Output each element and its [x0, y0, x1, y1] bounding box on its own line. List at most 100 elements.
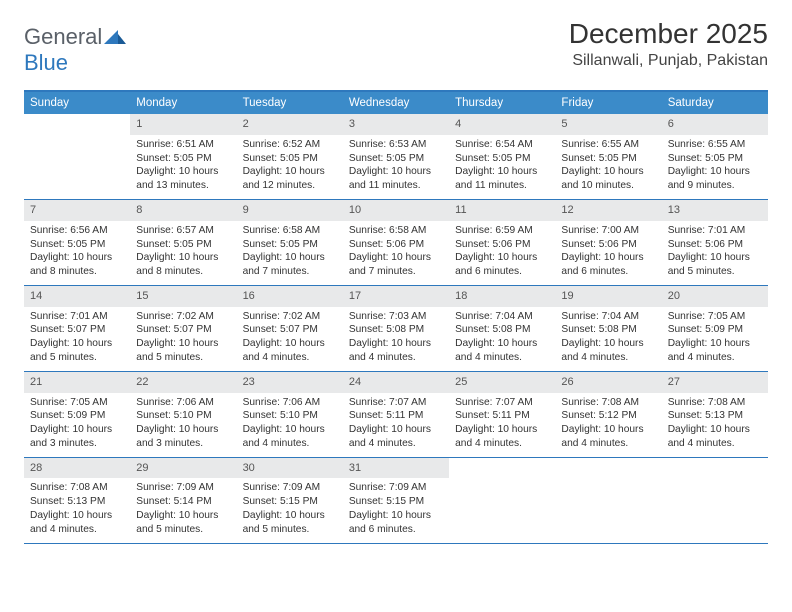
day-number: 28 — [24, 458, 130, 479]
day-number: 18 — [449, 286, 555, 307]
day-number: 25 — [449, 372, 555, 393]
day-cell: 1Sunrise: 6:51 AMSunset: 5:05 PMDaylight… — [130, 114, 236, 199]
day-cell: 19Sunrise: 7:04 AMSunset: 5:08 PMDayligh… — [555, 286, 661, 371]
day-number: 9 — [237, 200, 343, 221]
day-header: Friday — [555, 92, 661, 114]
day-details: Sunrise: 7:06 AMSunset: 5:10 PMDaylight:… — [130, 393, 236, 457]
day-cell: 7Sunrise: 6:56 AMSunset: 5:05 PMDaylight… — [24, 200, 130, 285]
sunrise-line: Sunrise: 7:01 AM — [668, 224, 762, 238]
day-number: 26 — [555, 372, 661, 393]
day-number: 14 — [24, 286, 130, 307]
daylight-line: Daylight: 10 hours and 4 minutes. — [349, 337, 443, 365]
daylight-line: Daylight: 10 hours and 4 minutes. — [349, 423, 443, 451]
sunset-line: Sunset: 5:08 PM — [455, 323, 549, 337]
day-number: 12 — [555, 200, 661, 221]
day-number: 20 — [662, 286, 768, 307]
sunset-line: Sunset: 5:11 PM — [455, 409, 549, 423]
sunrise-line: Sunrise: 7:06 AM — [136, 396, 230, 410]
sunset-line: Sunset: 5:05 PM — [136, 238, 230, 252]
day-details: Sunrise: 7:09 AMSunset: 5:14 PMDaylight:… — [130, 478, 236, 542]
day-details: Sunrise: 7:02 AMSunset: 5:07 PMDaylight:… — [237, 307, 343, 371]
day-cell: 29Sunrise: 7:09 AMSunset: 5:14 PMDayligh… — [130, 458, 236, 543]
daylight-line: Daylight: 10 hours and 4 minutes. — [561, 423, 655, 451]
logo: General Blue — [24, 24, 126, 76]
sunset-line: Sunset: 5:05 PM — [455, 152, 549, 166]
sunrise-line: Sunrise: 7:09 AM — [243, 481, 337, 495]
day-cell: 8Sunrise: 6:57 AMSunset: 5:05 PMDaylight… — [130, 200, 236, 285]
sunrise-line: Sunrise: 7:09 AM — [136, 481, 230, 495]
sunset-line: Sunset: 5:07 PM — [136, 323, 230, 337]
sunset-line: Sunset: 5:08 PM — [561, 323, 655, 337]
sunrise-line: Sunrise: 6:58 AM — [243, 224, 337, 238]
week-row: .1Sunrise: 6:51 AMSunset: 5:05 PMDayligh… — [24, 114, 768, 200]
day-cell: 25 Sunrise: 7:07 AMSunset: 5:11 PMDayligh… — [449, 372, 555, 457]
sunrise-line: Sunrise: 7:07 AM — [455, 396, 549, 410]
sunset-line: Sunset: 5:05 PM — [243, 152, 337, 166]
day-cell: 23Sunrise: 7:06 AMSunset: 5:10 PMDayligh… — [237, 372, 343, 457]
sunset-line: Sunset: 5:15 PM — [349, 495, 443, 509]
day-cell: 4Sunrise: 6:54 AMSunset: 5:05 PMDaylight… — [449, 114, 555, 199]
day-cell: 11Sunrise: 6:59 AMSunset: 5:06 PMDayligh… — [449, 200, 555, 285]
sunset-line: Sunset: 5:15 PM — [243, 495, 337, 509]
daylight-line: Daylight: 10 hours and 11 minutes. — [349, 165, 443, 193]
daylight-line: Daylight: 10 hours and 6 minutes. — [561, 251, 655, 279]
logo-mark-icon — [104, 30, 126, 44]
day-details: Sunrise: 7:08 AMSunset: 5:13 PMDaylight:… — [24, 478, 130, 542]
sunset-line: Sunset: 5:06 PM — [561, 238, 655, 252]
daylight-line: Daylight: 10 hours and 10 minutes. — [561, 165, 655, 193]
day-header: Monday — [130, 92, 236, 114]
daylight-line: Daylight: 10 hours and 13 minutes. — [136, 165, 230, 193]
day-number: 5 — [555, 114, 661, 135]
day-number: 1 — [130, 114, 236, 135]
sunset-line: Sunset: 5:08 PM — [349, 323, 443, 337]
day-cell: 14Sunrise: 7:01 AMSunset: 5:07 PMDayligh… — [24, 286, 130, 371]
daylight-line: Daylight: 10 hours and 7 minutes. — [243, 251, 337, 279]
day-details: Sunrise: 7:08 AMSunset: 5:13 PMDaylight:… — [662, 393, 768, 457]
day-number: 3 — [343, 114, 449, 135]
daylight-line: Daylight: 10 hours and 5 minutes. — [243, 509, 337, 537]
daylight-line: Daylight: 10 hours and 11 minutes. — [455, 165, 549, 193]
sunset-line: Sunset: 5:06 PM — [455, 238, 549, 252]
title-block: December 2025 Sillanwali, Punjab, Pakist… — [569, 18, 768, 70]
day-cell: 15Sunrise: 7:02 AMSunset: 5:07 PMDayligh… — [130, 286, 236, 371]
week-row: 7Sunrise: 6:56 AMSunset: 5:05 PMDaylight… — [24, 200, 768, 286]
day-number: 11 — [449, 200, 555, 221]
day-header: Saturday — [662, 92, 768, 114]
daylight-line: Daylight: 10 hours and 9 minutes. — [668, 165, 762, 193]
day-cell: 9Sunrise: 6:58 AMSunset: 5:05 PMDaylight… — [237, 200, 343, 285]
day-cell: 28Sunrise: 7:08 AMSunset: 5:13 PMDayligh… — [24, 458, 130, 543]
day-number: 10 — [343, 200, 449, 221]
sunrise-line: Sunrise: 6:56 AM — [30, 224, 124, 238]
day-cell: 10Sunrise: 6:58 AMSunset: 5:06 PMDayligh… — [343, 200, 449, 285]
daylight-line: Daylight: 10 hours and 12 minutes. — [243, 165, 337, 193]
daylight-line: Daylight: 10 hours and 5 minutes. — [136, 509, 230, 537]
daylight-line: Daylight: 10 hours and 6 minutes. — [349, 509, 443, 537]
day-header: Thursday — [449, 92, 555, 114]
day-details: Sunrise: 7:07 AMSunset: 5:11 PMDaylight:… — [343, 393, 449, 457]
day-cell: 17Sunrise: 7:03 AMSunset: 5:08 PMDayligh… — [343, 286, 449, 371]
weeks-container: .1Sunrise: 6:51 AMSunset: 5:05 PMDayligh… — [24, 114, 768, 544]
day-number: 16 — [237, 286, 343, 307]
day-cell: 12Sunrise: 7:00 AMSunset: 5:06 PMDayligh… — [555, 200, 661, 285]
day-header: Wednesday — [343, 92, 449, 114]
day-cell: 20Sunrise: 7:05 AMSunset: 5:09 PMDayligh… — [662, 286, 768, 371]
day-cell: 6Sunrise: 6:55 AMSunset: 5:05 PMDaylight… — [662, 114, 768, 199]
day-cell: 27Sunrise: 7:08 AMSunset: 5:13 PMDayligh… — [662, 372, 768, 457]
page: General Blue December 2025 Sillanwali, P… — [0, 0, 792, 562]
daylight-line: Daylight: 10 hours and 4 minutes. — [455, 423, 549, 451]
sunrise-line: Sunrise: 7:04 AM — [561, 310, 655, 324]
daylight-line: Daylight: 10 hours and 4 minutes. — [561, 337, 655, 365]
sunset-line: Sunset: 5:05 PM — [30, 238, 124, 252]
logo-text: General Blue — [24, 24, 126, 76]
sunrise-line: Sunrise: 6:57 AM — [136, 224, 230, 238]
day-details: Sunrise: 7:01 AMSunset: 5:07 PMDaylight:… — [24, 307, 130, 371]
day-details: Sunrise: 7:00 AMSunset: 5:06 PMDaylight:… — [555, 221, 661, 285]
day-cell: 22Sunrise: 7:06 AMSunset: 5:10 PMDayligh… — [130, 372, 236, 457]
sunrise-line: Sunrise: 6:53 AM — [349, 138, 443, 152]
sunrise-line: Sunrise: 7:08 AM — [30, 481, 124, 495]
day-details: Sunrise: 7:03 AMSunset: 5:08 PMDaylight:… — [343, 307, 449, 371]
daylight-line: Daylight: 10 hours and 7 minutes. — [349, 251, 443, 279]
day-number: 6 — [662, 114, 768, 135]
day-number: 7 — [24, 200, 130, 221]
logo-word-2: Blue — [24, 50, 68, 75]
